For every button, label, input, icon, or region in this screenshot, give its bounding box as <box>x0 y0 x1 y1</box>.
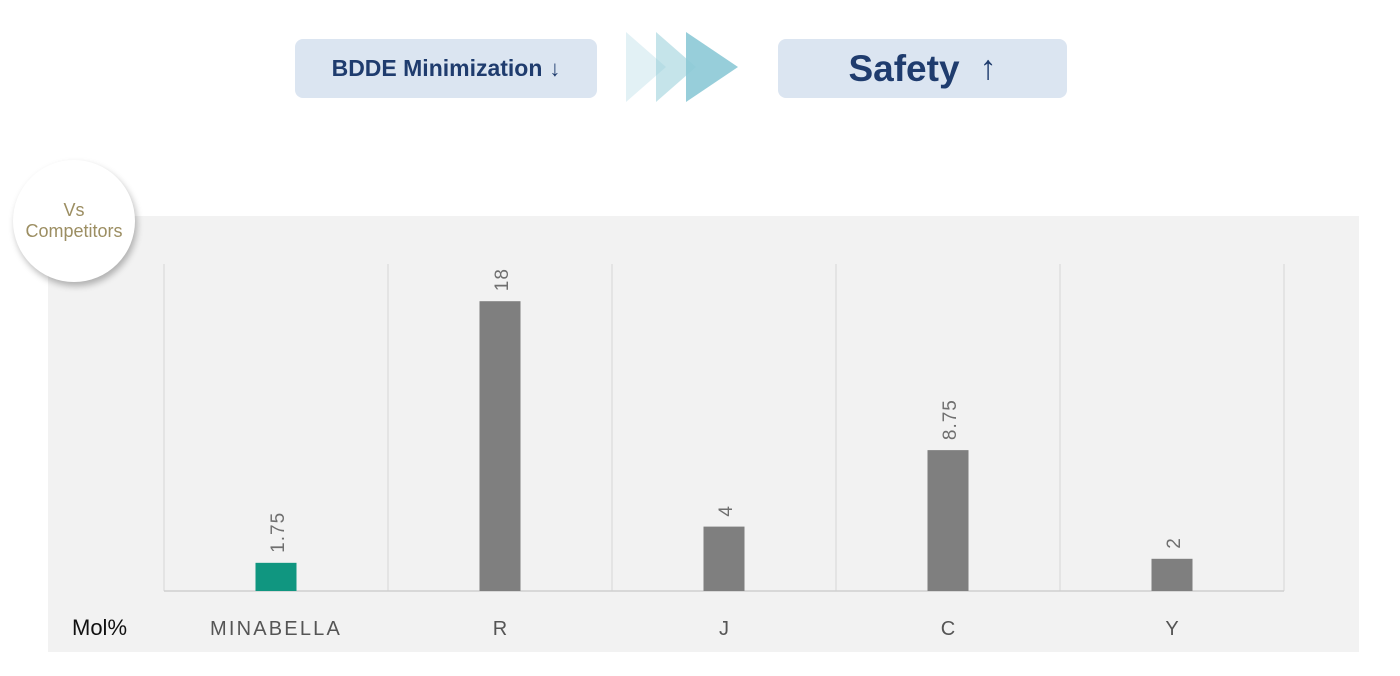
chevron-arrows-icon <box>626 32 738 102</box>
category-label-y: Y <box>1165 618 1178 640</box>
unit-label: Mol% <box>72 615 128 640</box>
bdde-minimization-label: BDDE Minimization <box>331 55 543 81</box>
bar-r <box>479 301 521 591</box>
bar-minabella <box>255 562 297 591</box>
safety-label: Safety <box>848 47 960 89</box>
bar-c <box>927 450 969 591</box>
category-label-j: J <box>719 618 729 640</box>
data-label-j: 4 <box>716 505 737 517</box>
category-label-minabella: MINABELLA <box>210 618 342 640</box>
safety-pill: Safety ↑ <box>778 39 1067 98</box>
data-label-minabella: 1.75 <box>268 512 289 553</box>
category-label-r: R <box>493 618 507 640</box>
down-arrow-icon: ↓ <box>549 55 561 81</box>
data-label-y: 2 <box>1164 537 1185 549</box>
bar-y <box>1151 558 1193 591</box>
data-label-r: 18 <box>492 268 513 291</box>
up-arrow-icon: ↑ <box>979 49 997 87</box>
data-label-c: 8.75 <box>940 399 961 440</box>
category-label-c: C <box>941 618 955 640</box>
vs-competitors-badge: Vs Competitors <box>13 160 135 282</box>
badge-line-1: Vs <box>63 200 85 220</box>
badge-line-2: Competitors <box>25 221 123 241</box>
bdde-minimization-pill: BDDE Minimization ↓ <box>295 39 597 98</box>
bar-j <box>703 526 745 591</box>
